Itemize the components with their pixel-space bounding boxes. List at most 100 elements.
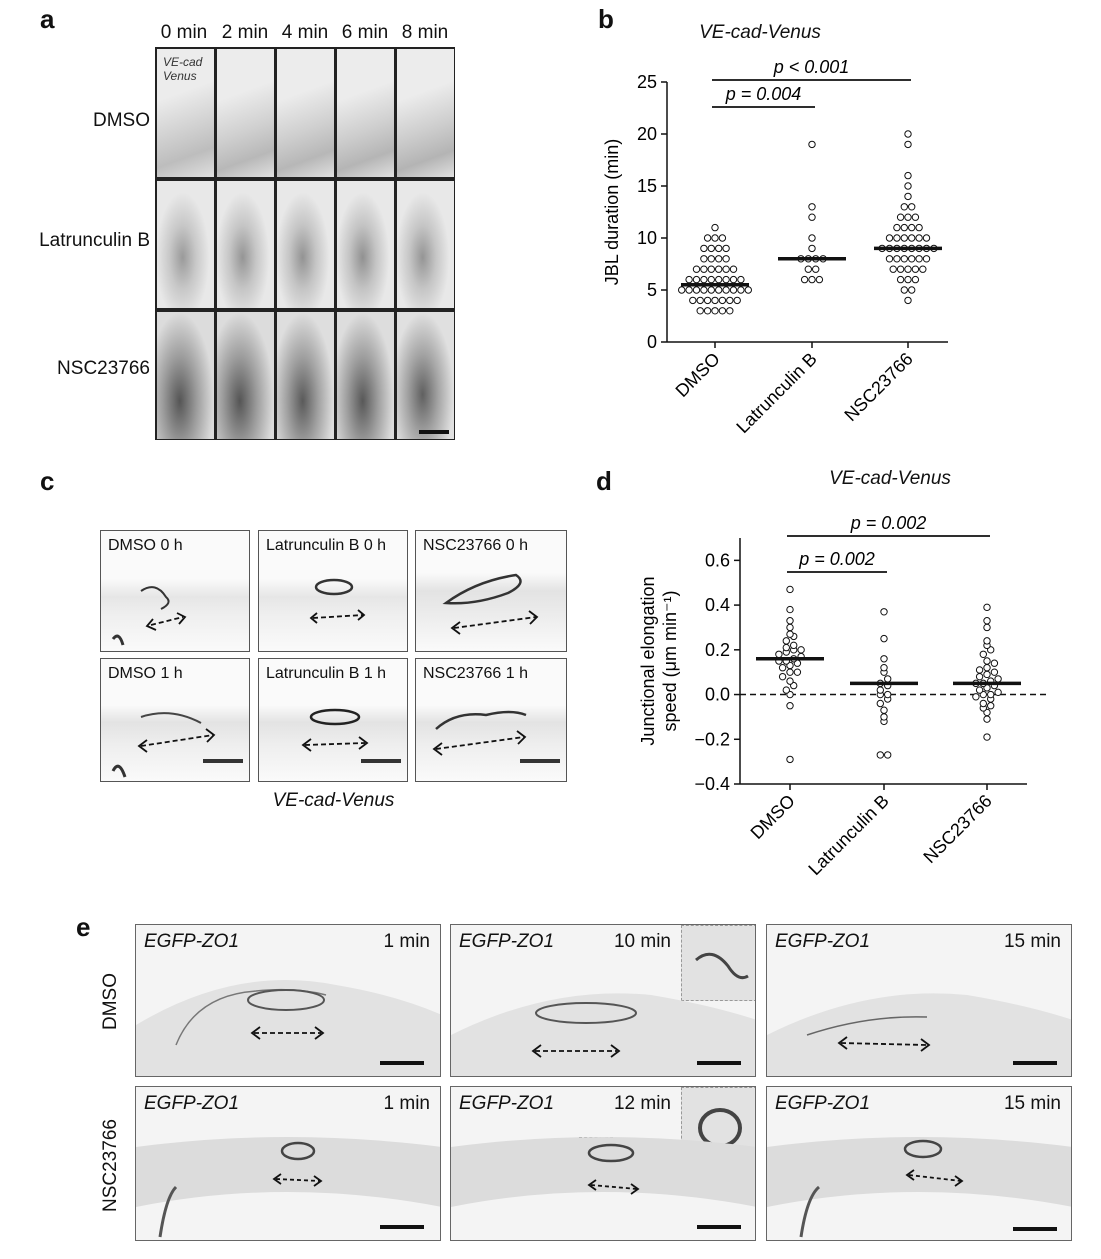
x-tick-label: DMSO (747, 791, 799, 843)
micrograph-nsc-2 (216, 311, 275, 440)
y-tick-label: 0 (647, 332, 657, 352)
data-point (893, 223, 901, 232)
x-tick-label: DMSO (672, 349, 724, 401)
data-point (876, 751, 885, 759)
data-point (975, 666, 984, 674)
data-point (703, 307, 712, 315)
row-label-nsc: NSC23766 (57, 358, 150, 379)
arrow-c-latb-0h (309, 578, 366, 624)
data-point (975, 686, 984, 694)
data-point (911, 265, 920, 273)
data-point (786, 585, 794, 594)
data-point (884, 690, 892, 699)
data-point (711, 234, 719, 242)
image-label-c-latb-0h: Latrunculin B 0 h (266, 537, 387, 554)
cell-drawing-e-nsc-15 (767, 1137, 1071, 1238)
y-tick-label: 10 (637, 228, 657, 248)
image-label-e-dmso-10: EGFP-ZO1 (459, 931, 555, 952)
data-point (904, 130, 912, 138)
chart-b-title: VE-cad-Venus (699, 22, 821, 43)
scale-bar-e-3 (1013, 1061, 1057, 1065)
data-point (815, 275, 824, 284)
micrograph-dmso-6 (336, 48, 395, 178)
data-point (915, 223, 923, 232)
data-point (808, 275, 816, 284)
scale-bar-a (419, 430, 449, 434)
data-point (800, 275, 809, 284)
panel-letter-a: a (40, 4, 55, 34)
panel-letter-e: e (76, 912, 91, 942)
data-point (915, 255, 923, 263)
chart-d-title: VE-cad-Venus (829, 468, 951, 489)
data-point (793, 668, 802, 676)
data-point (908, 203, 916, 211)
data-point (908, 286, 916, 294)
data-point (692, 275, 701, 284)
data-point (987, 690, 995, 699)
data-point (786, 677, 794, 685)
image-c-nsc-0h: NSC23766 0 h (415, 530, 567, 652)
data-point (782, 637, 791, 645)
image-c-latb-1h: Latrunculin B 1 h (258, 658, 408, 782)
image-label-e-nsc-1: EGFP-ZO1 (144, 1093, 240, 1114)
image-e-nsc-15min: EGFP-ZO1 15 min (766, 1086, 1072, 1241)
data-point (685, 275, 693, 284)
data-point (896, 275, 905, 284)
caption-c: VE-cad-Venus (272, 790, 395, 811)
data-point (700, 244, 708, 253)
cell-drawing-e-dmso-15 (767, 993, 1071, 1076)
image-c-nsc-1h: NSC23766 1 h (415, 658, 567, 782)
data-point (729, 265, 738, 273)
data-point (876, 686, 885, 694)
micrograph-dmso-8 (396, 48, 455, 178)
y-tick-label: 5 (647, 280, 657, 300)
cell-drawing-e-nsc-1 (136, 1137, 440, 1238)
zoom-inset-e-dmso (681, 925, 755, 1001)
data-point (880, 634, 888, 643)
significance-label: p = 0.002 (798, 549, 875, 569)
time-label-e-dmso-15: 15 min (1003, 931, 1061, 952)
image-e-nsc-1min: EGFP-ZO1 1 min (135, 1086, 441, 1241)
marker-label-a: VE-cad Venus (163, 55, 203, 83)
data-point (983, 733, 991, 741)
data-point (696, 307, 704, 315)
data-point (715, 286, 723, 294)
image-label-e-dmso-15: EGFP-ZO1 (775, 931, 871, 952)
image-label-e-nsc-15: EGFP-ZO1 (775, 1093, 871, 1114)
data-point (711, 307, 719, 315)
image-e-dmso-1min: EGFP-ZO1 1 min (135, 924, 441, 1077)
data-point (900, 255, 908, 263)
data-point (896, 265, 905, 273)
data-point (718, 296, 727, 305)
chart-d: −0.4 −0.2 0.0 0.2 0.4 0.6 DMSO Latrunculin B NSC… (638, 513, 1047, 879)
time-label-e-nsc-15: 15 min (1003, 1093, 1061, 1114)
data-point (718, 307, 727, 315)
cell-drawing-e-nsc-12 (451, 1137, 755, 1207)
data-point (904, 296, 912, 305)
time-label-0: 0 min (160, 22, 208, 43)
data-point (711, 296, 719, 305)
y-tick-label: 0.4 (705, 595, 730, 615)
data-point (983, 657, 991, 665)
image-label-c-dmso-1h: DMSO 1 h (108, 665, 183, 682)
data-point (880, 706, 888, 714)
data-point (812, 265, 820, 273)
time-label-2: 4 min (281, 22, 329, 43)
y-tick-label: 20 (637, 124, 657, 144)
micrograph-nsc-8 (396, 311, 455, 440)
x-tick-label: Latrunculin B (732, 349, 820, 437)
data-point (904, 192, 912, 201)
data-point (786, 605, 794, 614)
data-point (972, 693, 980, 701)
data-point (786, 702, 794, 710)
data-point (884, 751, 892, 759)
data-point (983, 715, 991, 723)
panel-letter-b: b (598, 4, 614, 34)
y-axis-label: speed (μm min⁻¹) (660, 591, 680, 732)
image-c-latb-0h: Latrunculin B 0 h (258, 530, 408, 652)
data-point (722, 244, 730, 253)
data-point (876, 699, 885, 708)
chart-b: 0 5 10 15 20 25 DMSO Latrunculin B NSC23766 JBL d… (602, 57, 948, 437)
data-point (786, 668, 794, 676)
row-label-e-dmso: DMSO (100, 973, 121, 1030)
